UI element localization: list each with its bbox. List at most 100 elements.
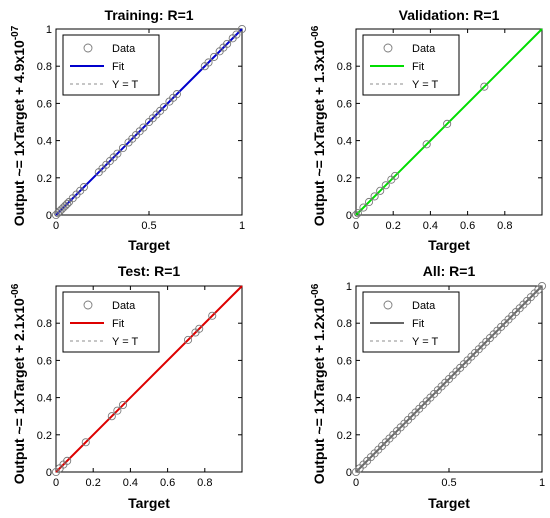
all-y-tick-label: 1: [346, 281, 352, 293]
all-legend-identity-label: Y = T: [412, 336, 438, 348]
test-title: Test: R=1: [118, 263, 181, 279]
validation-x-tick-label: 0: [353, 220, 359, 232]
training-y-tick-label: 0: [46, 210, 52, 222]
training-data-point: [237, 24, 247, 34]
validation-x-tick-label: 0.4: [423, 220, 438, 232]
training-data-point: [232, 30, 241, 39]
training-data-point: [63, 199, 72, 208]
test-data-point: [63, 456, 72, 465]
test-regression-panel: Test: R=1 Target Output ~= 1xTarget + 2.…: [10, 263, 243, 511]
validation-y-tick-label: 0.8: [337, 61, 352, 73]
test-legend: Data Fit Y = T: [62, 291, 160, 353]
validation-y-axis-label-main: Output ~= 1xTarget + 1.3x10: [311, 40, 327, 226]
training-data-point: [79, 183, 88, 192]
all-x-tick-label: 0: [353, 477, 359, 489]
training-data-point: [172, 90, 181, 99]
training-x-tick-label: 1: [239, 220, 245, 232]
test-y-axis-label: Output ~= 1xTarget + 2.1x10-06: [10, 283, 27, 484]
test-legend-data-label: Data: [112, 300, 136, 312]
training-y-axis-label: Output ~= 1xTarget + 4.9x10-07: [10, 25, 27, 226]
training-legend: Data Fit Y = T: [62, 34, 160, 96]
training-data-point: [223, 39, 232, 48]
test-y-tick-label: 0.8: [37, 318, 52, 330]
validation-x-tick-label: 0.8: [497, 220, 512, 232]
validation-data-point: [422, 140, 431, 149]
all-y-axis-label-exponent: -06: [310, 283, 321, 298]
validation-title: Validation: R=1: [399, 7, 500, 23]
training-data-point: [210, 52, 219, 61]
all-legend-fit-label: Fit: [412, 318, 424, 330]
training-data-point: [159, 103, 168, 112]
all-x-axis-label: Target: [428, 495, 470, 511]
validation-legend: Data Fit Y = T: [362, 34, 460, 96]
training-data-point: [139, 123, 148, 132]
test-data-point: [107, 412, 116, 421]
validation-legend-identity-label: Y = T: [412, 79, 438, 91]
all-y-tick-label: 0: [346, 467, 352, 479]
training-y-tick-label: 0.4: [37, 136, 52, 148]
training-y-tick-label: 0.2: [37, 173, 52, 185]
all-title: All: R=1: [423, 263, 476, 279]
training-legend-fit-label: Fit: [112, 61, 124, 73]
test-y-tick-label: 0.2: [37, 430, 52, 442]
training-data-point: [118, 143, 128, 153]
training-legend-data-marker: [83, 43, 93, 53]
test-x-tick-label: 0: [53, 477, 59, 489]
validation-x-axis-label: Target: [428, 237, 470, 253]
test-y-tick-label: 0: [46, 467, 52, 479]
all-data-point: [537, 281, 547, 291]
training-y-axis-label-exponent: -07: [10, 25, 21, 40]
training-data-point: [204, 58, 213, 67]
test-data-point: [195, 324, 204, 333]
all-y-tick-label: 0.6: [337, 355, 352, 367]
validation-y-tick-label: 0.4: [337, 136, 352, 148]
validation-legend-data-marker: [383, 43, 393, 53]
test-y-tick-label: 0.6: [37, 355, 52, 367]
test-data-point: [81, 438, 90, 447]
test-x-tick-label: 0.6: [160, 477, 175, 489]
validation-data-point: [376, 186, 385, 195]
validation-y-axis-label: Output ~= 1xTarget + 1.3x10-06: [310, 25, 327, 226]
all-legend-data-marker: [383, 300, 393, 310]
test-x-tick-label: 0.8: [197, 477, 212, 489]
validation-y-axis-label-exponent: -06: [310, 25, 321, 40]
validation-data-point: [443, 119, 452, 128]
test-fit-line: [55, 285, 243, 473]
training-y-tick-label: 1: [46, 24, 52, 36]
training-x-axis-label: Target: [128, 237, 170, 253]
validation-legend-data-label: Data: [412, 43, 436, 55]
validation-data-point: [480, 82, 489, 91]
all-y-tick-label: 0.2: [337, 430, 352, 442]
test-legend-data-marker: [83, 300, 93, 310]
training-y-tick-label: 0.6: [37, 98, 52, 110]
test-y-axis-label-main: Output ~= 1xTarget + 2.1x10: [11, 298, 27, 484]
training-data-point: [113, 149, 122, 158]
test-y-axis-label-exponent: -06: [10, 283, 21, 298]
validation-data-point: [359, 203, 368, 212]
test-data-point: [208, 311, 217, 320]
training-legend-data-label: Data: [112, 43, 136, 55]
test-data-point: [184, 335, 193, 344]
test-data-point: [113, 406, 122, 415]
test-x-tick-label: 0.2: [86, 477, 101, 489]
training-x-tick-label: 0: [53, 220, 59, 232]
all-legend-data-label: Data: [412, 300, 436, 312]
training-regression-panel: Training: R=1 Target Output ~= 1xTarget …: [10, 7, 247, 253]
all-x-tick-label: 1: [539, 477, 545, 489]
test-x-tick-label: 0.4: [123, 477, 138, 489]
validation-data-point: [381, 181, 390, 190]
validation-y-tick-label: 0.6: [337, 98, 352, 110]
training-y-tick-label: 0.8: [37, 61, 52, 73]
test-data-point: [118, 400, 128, 410]
test-x-axis-label: Target: [128, 495, 170, 511]
validation-regression-panel: Validation: R=1 Target Output ~= 1xTarge…: [310, 7, 543, 253]
all-y-axis-label: Output ~= 1xTarget + 1.2x10-06: [310, 283, 327, 484]
validation-legend-fit-label: Fit: [412, 61, 424, 73]
validation-data-point: [364, 197, 374, 207]
validation-fit-line: [355, 28, 543, 216]
test-legend-identity-label: Y = T: [112, 336, 138, 348]
validation-data-point: [370, 192, 379, 201]
training-title: Training: R=1: [104, 7, 193, 23]
training-y-axis-label-main: Output ~= 1xTarget + 4.9x10: [11, 40, 27, 226]
